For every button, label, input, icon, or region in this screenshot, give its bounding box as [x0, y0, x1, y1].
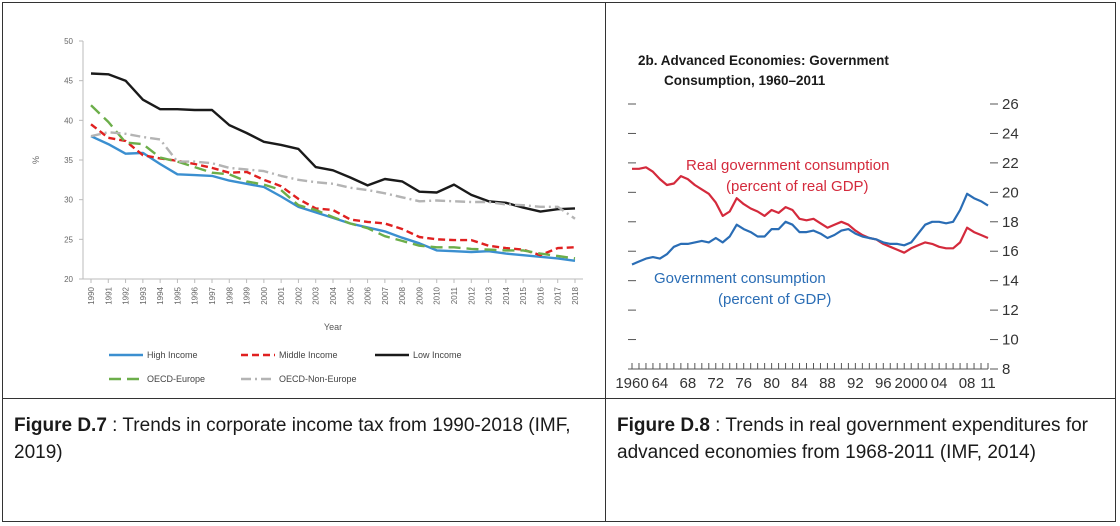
x-tick-label: 88: [819, 375, 836, 392]
x-tick-label: 1990: [87, 286, 96, 304]
corporate-tax-chart: 20 25 30 35 40 45 50% 1990 1991 1992 1993 1994 1995 1…: [31, 37, 583, 384]
right-y-tick-label: 12: [1002, 302, 1019, 319]
x-tick-label: 1993: [139, 286, 148, 304]
annotation-gov-line-1: Government consumption: [654, 270, 826, 287]
x-tick-label: 2014: [502, 286, 511, 304]
x-tick-label: 68: [679, 375, 696, 392]
figure-d8-caption: Figure D.8 : Trends in real government e…: [617, 412, 1097, 466]
figure-d8-caption-sep: :: [709, 415, 726, 436]
x-tick-label: 1995: [173, 286, 182, 304]
legend-label: Low Income: [413, 350, 462, 360]
x-tick-label: 2011: [450, 286, 459, 304]
series-line-oecd-europe: [90, 104, 576, 260]
x-tick-label: 1997: [208, 286, 217, 304]
right-y-tick-label: 18: [1002, 214, 1019, 231]
x-tick-label: 2018: [571, 286, 580, 304]
left-caption-divider: [2, 398, 605, 399]
x-tick-label: 2001: [277, 286, 286, 304]
y-axis-label: %: [31, 156, 41, 164]
x-tick-label: 04: [931, 375, 948, 392]
y-tick-label: 45: [64, 77, 73, 86]
x-tick-label: 2007: [381, 286, 390, 304]
y-tick-label: 30: [64, 196, 73, 205]
x-tick-label: 2013: [485, 286, 494, 304]
x-tick-label: 64: [652, 375, 669, 392]
x-tick-label: 2012: [467, 286, 476, 304]
x-tick-label: 2016: [536, 286, 545, 304]
x-tick-label: 2002: [294, 286, 303, 304]
x-tick-label: 1991: [104, 286, 113, 304]
annotation-gov-line-2: (percent of GDP): [718, 291, 831, 308]
x-tick-label: 1992: [122, 286, 131, 304]
legend-label: OECD-Europe: [147, 374, 205, 384]
series-line-government-consumption: [631, 192, 989, 266]
x-tick-label: 1994: [156, 286, 165, 304]
x-tick-label: 84: [791, 375, 808, 392]
right-y-tick-label: 26: [1002, 96, 1019, 113]
x-tick-label: 2008: [398, 286, 407, 304]
series-line-low-income: [90, 72, 576, 213]
gov-consumption-chart: 2b. Advanced Economies: Government Consum…: [615, 53, 1019, 392]
x-tick-label: 1998: [225, 286, 234, 304]
figure-d8-chart-panel: 2b. Advanced Economies: Government Consum…: [606, 3, 1114, 402]
right-y-tick-label: 8: [1002, 361, 1010, 378]
x-tick-label: 11: [980, 375, 996, 392]
chart-title-line-2: Consumption, 1960–2011: [664, 73, 826, 88]
x-tick-label: 72: [707, 375, 724, 392]
right-caption-divider: [605, 398, 1116, 399]
y-tick-label: 40: [64, 116, 73, 125]
right-y-tick-label: 16: [1002, 243, 1019, 260]
x-tick-label: 2017: [554, 286, 563, 304]
right-y-tick-label: 14: [1002, 273, 1019, 290]
x-tick-label: 2010: [433, 286, 442, 304]
series-line-real-government-consumption: [632, 166, 989, 254]
legend-label: Middle Income: [279, 350, 338, 360]
figure-d7-caption-label: Figure D.7: [14, 415, 107, 436]
x-tick-label: 2000: [895, 375, 928, 392]
x-tick-label: 1996: [191, 286, 200, 304]
figure-d7-caption-sep: :: [106, 415, 123, 436]
right-y-tick-label: 20: [1002, 184, 1019, 201]
y-tick-label: 35: [64, 156, 73, 165]
x-tick-label: 2000: [260, 286, 269, 304]
series-line-oecd-non-europe: [90, 130, 576, 220]
right-y-tick-label: 22: [1002, 155, 1019, 172]
figure-d7-caption: Figure D.7 : Trends in corporate income …: [14, 412, 594, 466]
chart-title-line-1: 2b. Advanced Economies: Government: [638, 53, 889, 68]
x-tick-label: 2009: [415, 286, 424, 304]
x-tick-label: 2006: [364, 286, 373, 304]
figure-d8-caption-text: Trends in real government expenditures f…: [617, 415, 1089, 463]
x-tick-label: 08: [959, 375, 976, 392]
x-tick-label: 76: [735, 375, 752, 392]
legend-label: OECD-Non-Europe: [279, 374, 357, 384]
figure-d7-chart-panel: 20 25 30 35 40 45 50% 1990 1991 1992 1993 1994 1995 1…: [3, 3, 603, 402]
figure-d8-caption-label: Figure D.8: [617, 415, 710, 436]
right-y-tick-label: 10: [1002, 332, 1019, 349]
figure-d7-caption-text: Trends in corporate income tax from 1990…: [14, 415, 571, 463]
annotation-real-line-2: (percent of real GDP): [726, 178, 869, 195]
x-axis-label: Year: [324, 322, 342, 332]
y-tick-label: 25: [64, 235, 73, 244]
y-tick-label: 20: [64, 275, 73, 284]
y-tick-label: 50: [64, 37, 73, 46]
x-tick-label: 80: [763, 375, 780, 392]
x-tick-label: 2015: [519, 286, 528, 304]
x-tick-label: 2004: [329, 286, 338, 304]
column-divider: [605, 2, 606, 522]
x-tick-label: 2003: [312, 286, 321, 304]
x-tick-label: 2005: [346, 286, 355, 304]
right-y-tick-label: 24: [1002, 125, 1019, 142]
series-line-high-income: [90, 135, 576, 262]
x-tick-label: 1999: [243, 286, 252, 304]
legend-label: High Income: [147, 350, 198, 360]
annotation-real-line-1: Real government consumption: [686, 157, 889, 174]
x-tick-label: 92: [847, 375, 864, 392]
x-tick-label: 1960: [615, 375, 648, 392]
x-tick-label: 96: [875, 375, 892, 392]
